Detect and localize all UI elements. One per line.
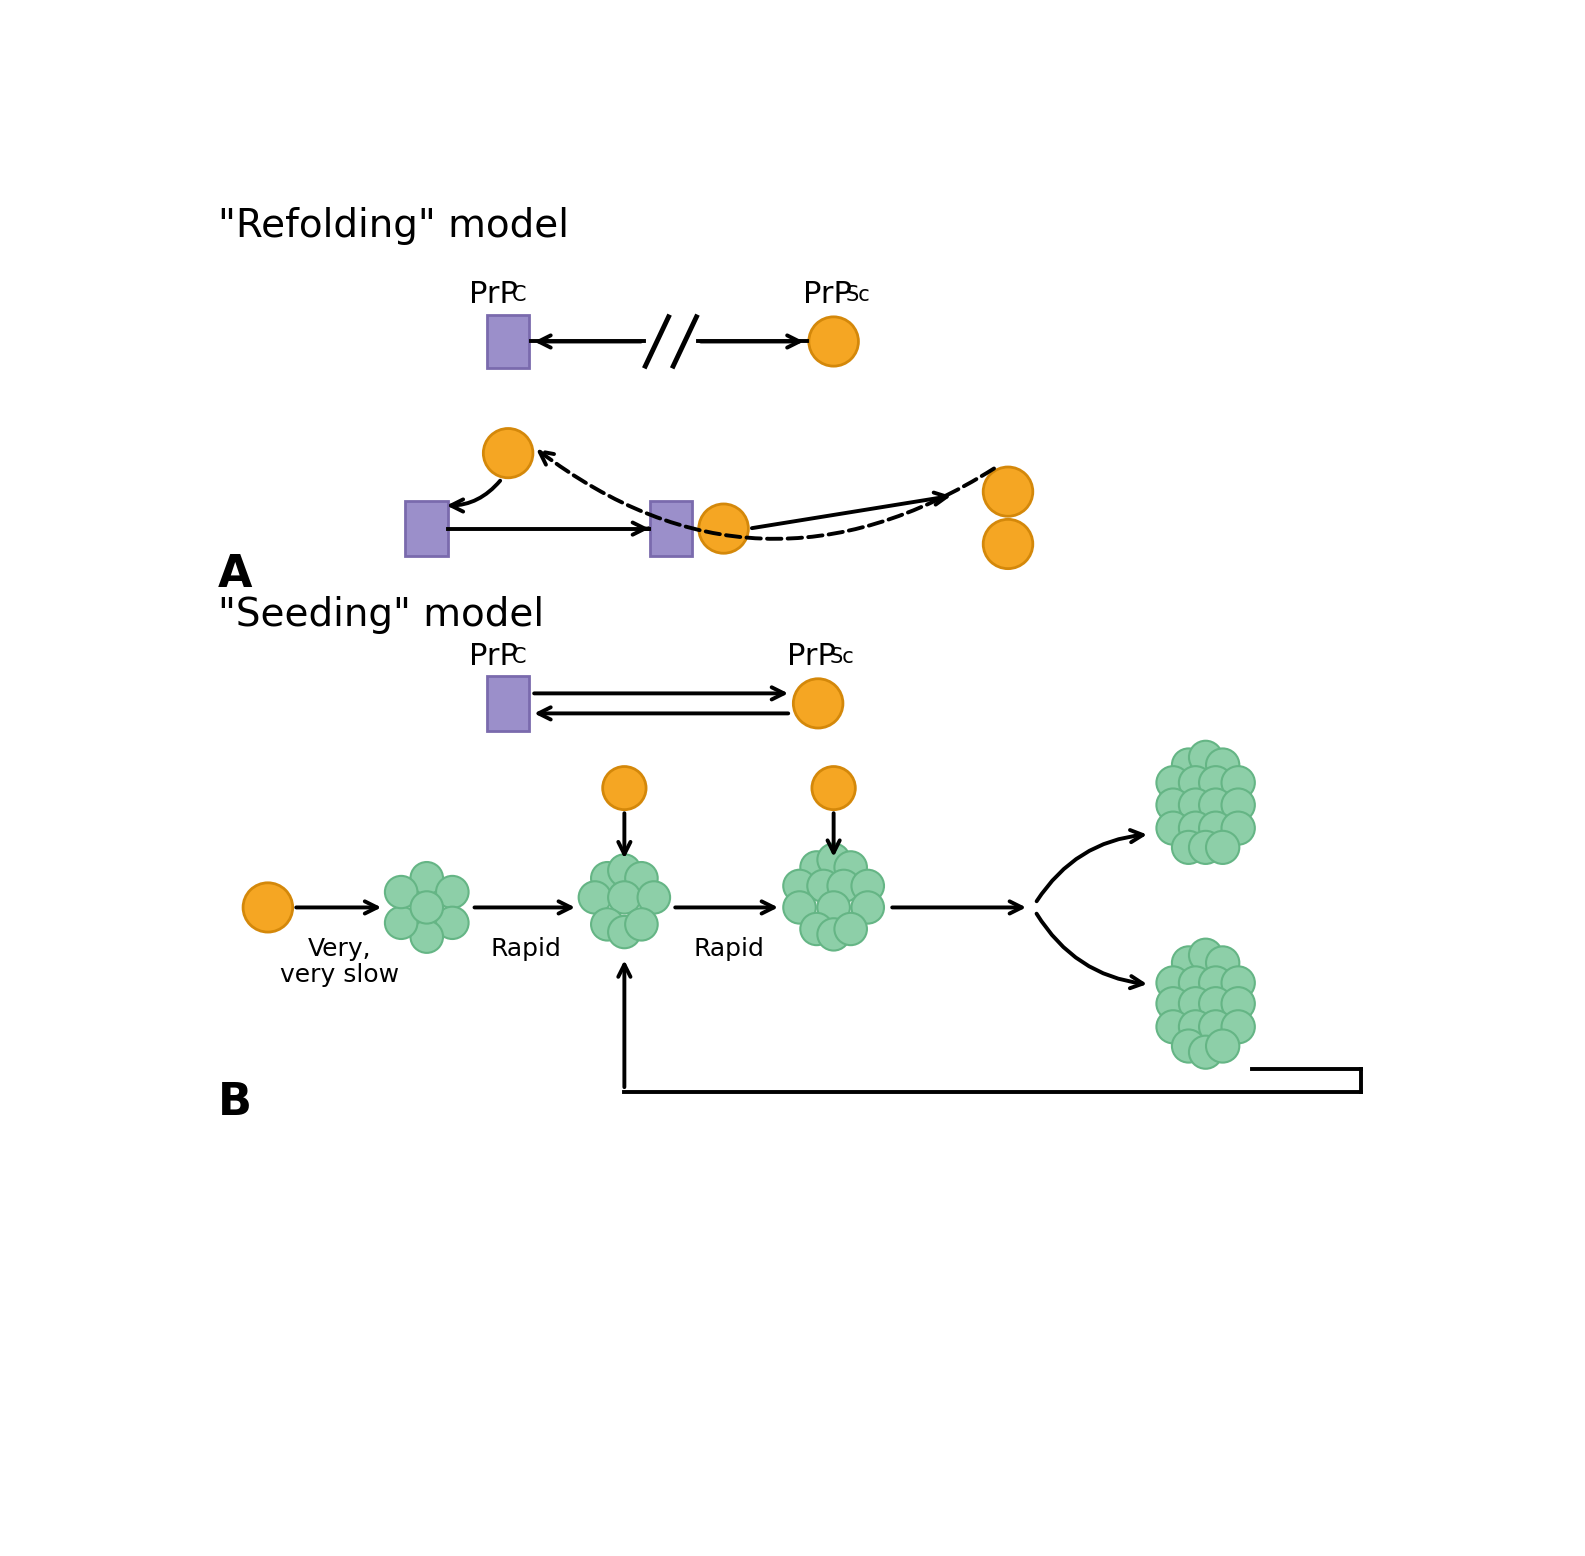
Circle shape [818, 843, 850, 876]
Text: very slow: very slow [281, 963, 399, 987]
Circle shape [385, 907, 417, 938]
Text: B: B [217, 1081, 252, 1123]
Circle shape [624, 909, 658, 940]
Text: "Seeding" model: "Seeding" model [217, 596, 544, 633]
Circle shape [1171, 831, 1205, 864]
FancyBboxPatch shape [487, 675, 529, 731]
Circle shape [851, 870, 884, 902]
Circle shape [818, 892, 850, 924]
Circle shape [385, 876, 417, 909]
Circle shape [1179, 812, 1213, 845]
Circle shape [818, 918, 850, 951]
Circle shape [1189, 741, 1222, 773]
Circle shape [579, 881, 612, 913]
Text: PrP: PrP [802, 280, 851, 310]
Circle shape [483, 428, 533, 478]
Circle shape [1206, 748, 1239, 781]
Text: "Refolding" model: "Refolding" model [217, 207, 569, 244]
Text: Rapid: Rapid [490, 937, 561, 960]
Text: Rapid: Rapid [694, 937, 764, 960]
FancyBboxPatch shape [406, 501, 449, 557]
Circle shape [1222, 812, 1255, 845]
Circle shape [1206, 946, 1239, 979]
Circle shape [1179, 789, 1213, 822]
Circle shape [783, 892, 816, 924]
Circle shape [1189, 831, 1222, 864]
Circle shape [1189, 938, 1222, 972]
Circle shape [1198, 966, 1233, 999]
Circle shape [411, 921, 444, 952]
Text: C: C [512, 647, 526, 668]
Circle shape [808, 317, 859, 366]
Circle shape [1171, 748, 1205, 781]
Circle shape [1179, 766, 1213, 800]
Circle shape [983, 520, 1033, 568]
Circle shape [1157, 966, 1190, 999]
Circle shape [609, 854, 640, 887]
Circle shape [1206, 831, 1239, 864]
Circle shape [1222, 966, 1255, 999]
Circle shape [591, 862, 623, 895]
Circle shape [1157, 812, 1190, 845]
Circle shape [1171, 1030, 1205, 1063]
Circle shape [1157, 1010, 1190, 1044]
Circle shape [794, 678, 843, 728]
Circle shape [609, 916, 640, 948]
Circle shape [1157, 789, 1190, 822]
Circle shape [807, 870, 840, 902]
Text: Sc: Sc [831, 647, 854, 668]
Circle shape [1198, 766, 1233, 800]
Circle shape [591, 909, 623, 940]
Circle shape [1179, 1010, 1213, 1044]
Circle shape [1198, 987, 1233, 1021]
Circle shape [983, 467, 1033, 517]
FancyBboxPatch shape [487, 314, 529, 369]
Circle shape [834, 851, 867, 884]
Circle shape [436, 876, 469, 909]
Circle shape [1222, 789, 1255, 822]
Text: Very,: Very, [307, 937, 371, 960]
Circle shape [812, 767, 856, 809]
Text: PrP: PrP [788, 643, 835, 671]
Circle shape [1198, 812, 1233, 845]
Circle shape [1157, 766, 1190, 800]
Circle shape [1189, 1036, 1222, 1069]
Circle shape [1222, 766, 1255, 800]
Text: C: C [512, 285, 526, 305]
Circle shape [834, 913, 867, 944]
Circle shape [243, 882, 293, 932]
Circle shape [1171, 946, 1205, 979]
Circle shape [624, 862, 658, 895]
Circle shape [609, 881, 640, 913]
Circle shape [1179, 987, 1213, 1021]
Circle shape [1206, 1030, 1239, 1063]
Circle shape [783, 870, 816, 902]
Circle shape [699, 504, 748, 554]
FancyBboxPatch shape [650, 501, 693, 557]
Circle shape [602, 767, 647, 809]
Circle shape [1198, 789, 1233, 822]
Circle shape [800, 851, 832, 884]
Circle shape [436, 907, 469, 938]
Circle shape [827, 870, 861, 902]
Circle shape [1179, 966, 1213, 999]
Circle shape [1222, 1010, 1255, 1044]
Circle shape [1157, 987, 1190, 1021]
Circle shape [851, 892, 884, 924]
Circle shape [1222, 987, 1255, 1021]
Circle shape [1198, 1010, 1233, 1044]
Circle shape [800, 913, 832, 944]
Text: A: A [217, 554, 252, 596]
Circle shape [411, 892, 444, 924]
Text: Sc: Sc [845, 285, 870, 305]
Text: PrP: PrP [469, 643, 518, 671]
Circle shape [411, 862, 444, 895]
Text: PrP: PrP [469, 280, 518, 310]
Circle shape [637, 881, 670, 913]
